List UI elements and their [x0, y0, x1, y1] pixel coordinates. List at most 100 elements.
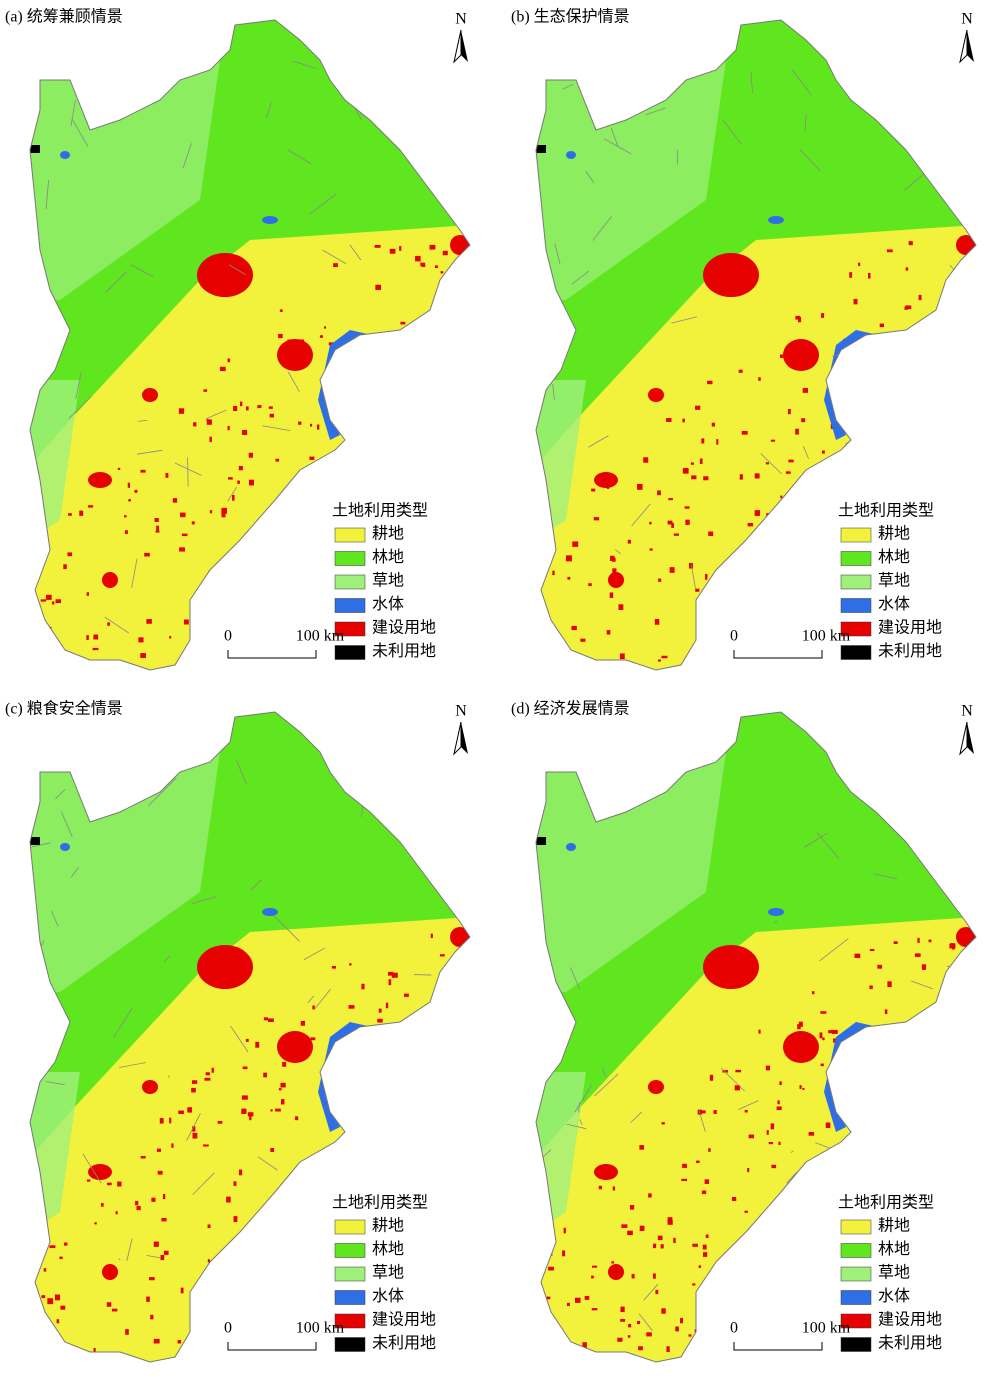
built-patch — [449, 1131, 452, 1136]
built-patch — [784, 541, 789, 544]
built-patch — [653, 1244, 656, 1248]
built-patch — [339, 379, 344, 382]
legend-title: 土地利用类型 — [838, 1194, 934, 1212]
legend-label: 未利用地 — [372, 642, 436, 660]
built-patch — [755, 510, 760, 516]
county-boundary — [631, 740, 650, 757]
built-patch — [73, 1360, 78, 1364]
legend-swatch — [335, 1220, 365, 1234]
built-patch — [666, 1346, 669, 1352]
built-patch — [443, 251, 448, 255]
built-patch — [339, 1139, 341, 1141]
built-patch — [430, 245, 436, 250]
built-patch — [140, 653, 146, 658]
built-patch — [599, 1186, 602, 1189]
built-patch — [349, 1005, 355, 1009]
built-patch — [46, 595, 52, 600]
built-patch — [797, 1249, 800, 1252]
built-patch — [566, 555, 572, 561]
built-patch — [591, 489, 595, 492]
built-patch — [820, 1011, 826, 1014]
built-patch — [334, 362, 338, 365]
built-patch — [40, 636, 43, 639]
city — [277, 1031, 313, 1063]
built-patch — [754, 609, 759, 612]
built-patch — [179, 408, 184, 414]
built-patch — [683, 468, 689, 474]
built-patch — [885, 1009, 887, 1014]
built-patch — [435, 265, 438, 268]
built-patch — [340, 1185, 344, 1187]
built-patch — [278, 519, 284, 522]
built-patch — [301, 1207, 304, 1212]
built-patch — [628, 1324, 631, 1327]
legend-swatch — [335, 1267, 365, 1281]
built-patch — [562, 1250, 565, 1256]
county-boundary — [758, 1234, 778, 1242]
built-patch — [801, 418, 805, 422]
built-patch — [349, 384, 354, 388]
built-patch — [307, 546, 311, 550]
legend-swatch — [335, 599, 365, 613]
built-patch — [643, 457, 648, 462]
built-patch — [675, 1326, 679, 1331]
legend-label: 水体 — [878, 1287, 910, 1305]
built-patch — [374, 1144, 379, 1149]
built-patch — [886, 544, 889, 549]
built-patch — [786, 1326, 790, 1331]
built-patch — [317, 425, 319, 430]
built-patch — [204, 1078, 210, 1081]
land-use-map — [506, 692, 1000, 1383]
built-patch — [673, 1238, 675, 1243]
built-patch — [154, 1242, 159, 1247]
city — [594, 1164, 618, 1180]
built-patch — [640, 1226, 645, 1231]
built-patch — [915, 953, 921, 956]
scale-bar — [228, 1342, 316, 1350]
built-patch — [218, 1121, 223, 1124]
built-patch — [193, 422, 196, 426]
built-patch — [412, 480, 415, 484]
built-patch — [920, 358, 926, 363]
built-patch — [430, 1246, 434, 1250]
built-patch — [117, 1182, 121, 1187]
built-patch — [368, 1030, 373, 1033]
built-patch — [436, 1317, 441, 1322]
reservoir — [768, 216, 784, 224]
built-patch — [128, 499, 131, 501]
built-patch — [332, 1221, 335, 1226]
built-patch — [228, 359, 231, 363]
built-patch — [876, 1156, 879, 1161]
built-patch — [361, 1063, 366, 1066]
built-patch — [192, 1080, 197, 1084]
built-patch — [402, 521, 408, 524]
built-patch — [874, 1132, 879, 1136]
built-patch — [346, 617, 348, 620]
built-patch — [138, 637, 143, 642]
built-patch — [780, 496, 782, 499]
north-arrow — [960, 30, 967, 62]
reservoir — [768, 908, 784, 916]
built-patch — [869, 434, 875, 439]
north-arrow — [461, 722, 468, 754]
built-patch — [450, 1032, 454, 1036]
built-patch — [68, 513, 72, 516]
built-patch — [431, 669, 435, 674]
land-use-map — [0, 692, 500, 1383]
built-patch — [285, 1351, 288, 1357]
built-patch — [441, 578, 444, 581]
built-patch — [695, 589, 699, 592]
built-patch — [282, 1062, 286, 1067]
built-patch — [828, 1030, 832, 1033]
built-patch — [249, 613, 254, 618]
built-patch — [248, 1112, 254, 1116]
built-patch — [173, 498, 177, 503]
city — [783, 1031, 819, 1063]
built-patch — [169, 636, 171, 639]
built-patch — [795, 1224, 797, 1230]
county-boundary — [743, 635, 757, 656]
north-arrow — [454, 30, 461, 62]
built-patch — [431, 1252, 435, 1255]
built-patch — [327, 1086, 332, 1089]
built-patch — [357, 473, 362, 478]
